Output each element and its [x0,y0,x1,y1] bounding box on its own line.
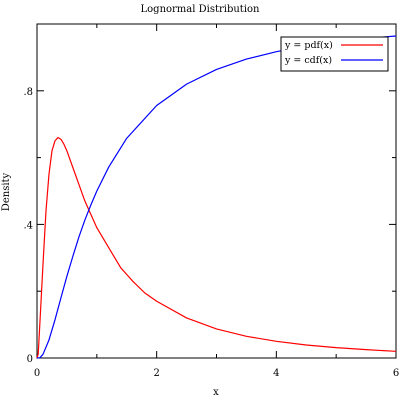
series-lines [36,35,397,359]
y-axis-label: Density [1,172,12,211]
y-tick-label: .8 [23,87,33,98]
x-axis-label: x [213,387,219,398]
legend-label: y = cdf(x) [284,55,332,66]
y-tick-label: .4 [23,220,33,231]
tick-labels: 0 2 4 6 0 .4 .8 [23,87,399,379]
legend: y = pdf(x) y = cdf(x) [280,36,389,72]
legend-label: y = pdf(x) [284,40,333,51]
x-tick-label: 2 [153,368,159,379]
cdf-series-line [36,35,397,359]
legend-box [280,36,389,72]
x-tick-label: 6 [393,368,399,379]
x-tick-label: 4 [273,368,279,379]
plot-frame [36,23,397,359]
pdf-series-line [36,136,397,359]
x-tick-label: 0 [34,368,40,379]
chart-title: Lognormal Distribution [141,4,261,15]
axis-ticks [36,23,397,359]
y-tick-label: 0 [27,354,33,365]
